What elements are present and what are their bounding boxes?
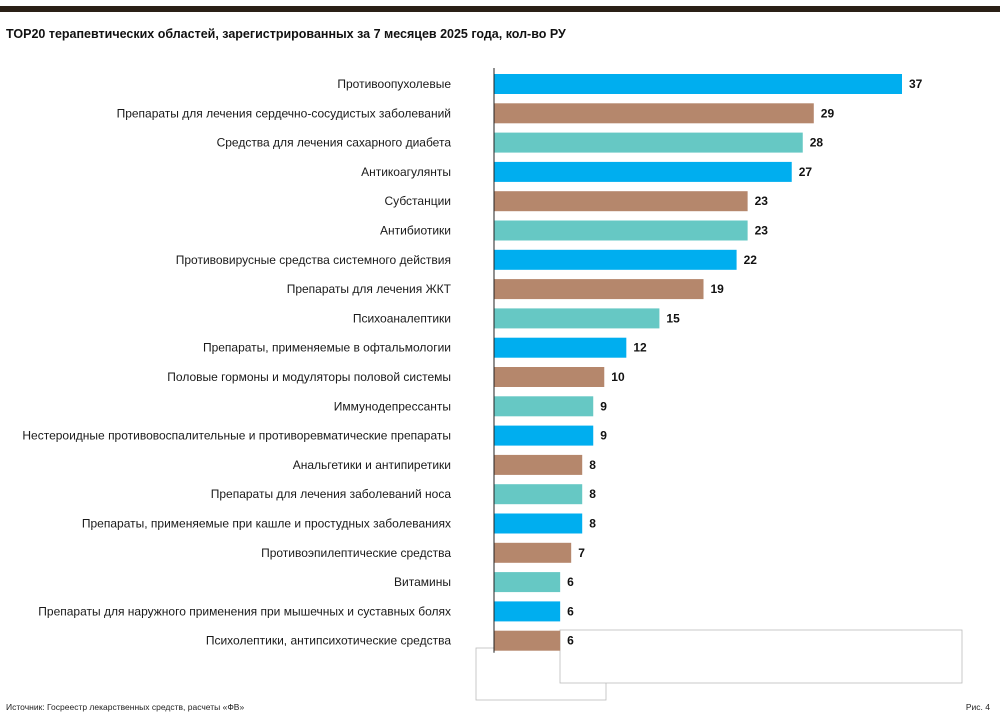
category-label: Психоаналептики	[353, 311, 451, 325]
value-label: 6	[567, 604, 574, 618]
bar	[494, 454, 583, 475]
category-label: Психолептики, антипсихотические средства	[206, 634, 451, 648]
value-label: 23	[755, 224, 769, 238]
bar	[494, 74, 902, 94]
value-label: 8	[589, 458, 596, 472]
bar	[494, 601, 561, 622]
value-label: 37	[909, 77, 923, 91]
bar	[494, 220, 748, 241]
value-label: 23	[755, 194, 769, 208]
category-label: Нестероидные противовоспалительные и про…	[22, 429, 451, 443]
category-label: Противовирусные средства системного дейс…	[176, 253, 451, 267]
bar	[494, 161, 792, 182]
bar	[494, 425, 594, 446]
bar	[494, 484, 583, 505]
value-label: 6	[567, 634, 574, 648]
value-label: 9	[600, 429, 607, 443]
source-note: Источник: Госреестр лекарственных средст…	[6, 702, 245, 712]
category-label: Препараты, применяемые при кашле и прост…	[82, 517, 451, 531]
category-label: Средства для лечения сахарного диабета	[217, 136, 452, 150]
category-label: Иммунодепрессанты	[334, 399, 451, 413]
category-label: Анальгетики и антипиретики	[293, 458, 451, 472]
value-label: 6	[567, 575, 574, 589]
category-label: Препараты, применяемые в офтальмологии	[203, 341, 451, 355]
bar	[494, 132, 803, 153]
value-label: 10	[611, 370, 625, 384]
value-label: 27	[799, 165, 813, 179]
category-label: Противоэпилептические средства	[261, 546, 451, 560]
bar	[494, 396, 594, 417]
bar	[494, 513, 583, 534]
blank-panel-right	[559, 629, 963, 684]
value-label: 28	[810, 136, 824, 150]
bar	[494, 630, 561, 651]
category-label: Противоопухолевые	[337, 77, 451, 91]
category-label: Препараты для лечения сердечно-сосудисты…	[117, 106, 451, 120]
bar	[494, 191, 748, 212]
bar	[494, 249, 737, 270]
value-label: 29	[821, 106, 835, 120]
chart-title: TOP20 терапевтических областей, зарегист…	[6, 27, 566, 41]
category-label: Антикоагулянты	[361, 165, 451, 179]
bar	[494, 279, 704, 300]
value-label: 15	[666, 311, 680, 325]
bar	[494, 103, 814, 124]
value-label: 19	[711, 282, 725, 296]
bar	[494, 308, 660, 329]
value-label: 7	[578, 546, 585, 560]
category-label: Половые гормоны и модуляторы половой сис…	[167, 370, 451, 384]
value-label: 22	[744, 253, 758, 267]
category-label: Субстанции	[385, 194, 451, 208]
category-label: Антибиотики	[380, 224, 451, 238]
top-rule	[0, 6, 1000, 12]
category-label: Препараты для лечения заболеваний носа	[211, 487, 452, 501]
category-label: Витамины	[394, 575, 451, 589]
category-label: Препараты для наружного применения при м…	[38, 604, 451, 618]
bar	[494, 337, 627, 358]
value-label: 12	[633, 341, 647, 355]
bar	[494, 572, 561, 593]
value-label: 9	[600, 399, 607, 413]
bar	[494, 542, 572, 563]
category-label: Препараты для лечения ЖКТ	[287, 282, 452, 296]
figure-number: Рис. 4	[965, 702, 990, 712]
bar	[494, 367, 605, 387]
value-label: 8	[589, 487, 596, 501]
value-label: 8	[589, 517, 596, 531]
